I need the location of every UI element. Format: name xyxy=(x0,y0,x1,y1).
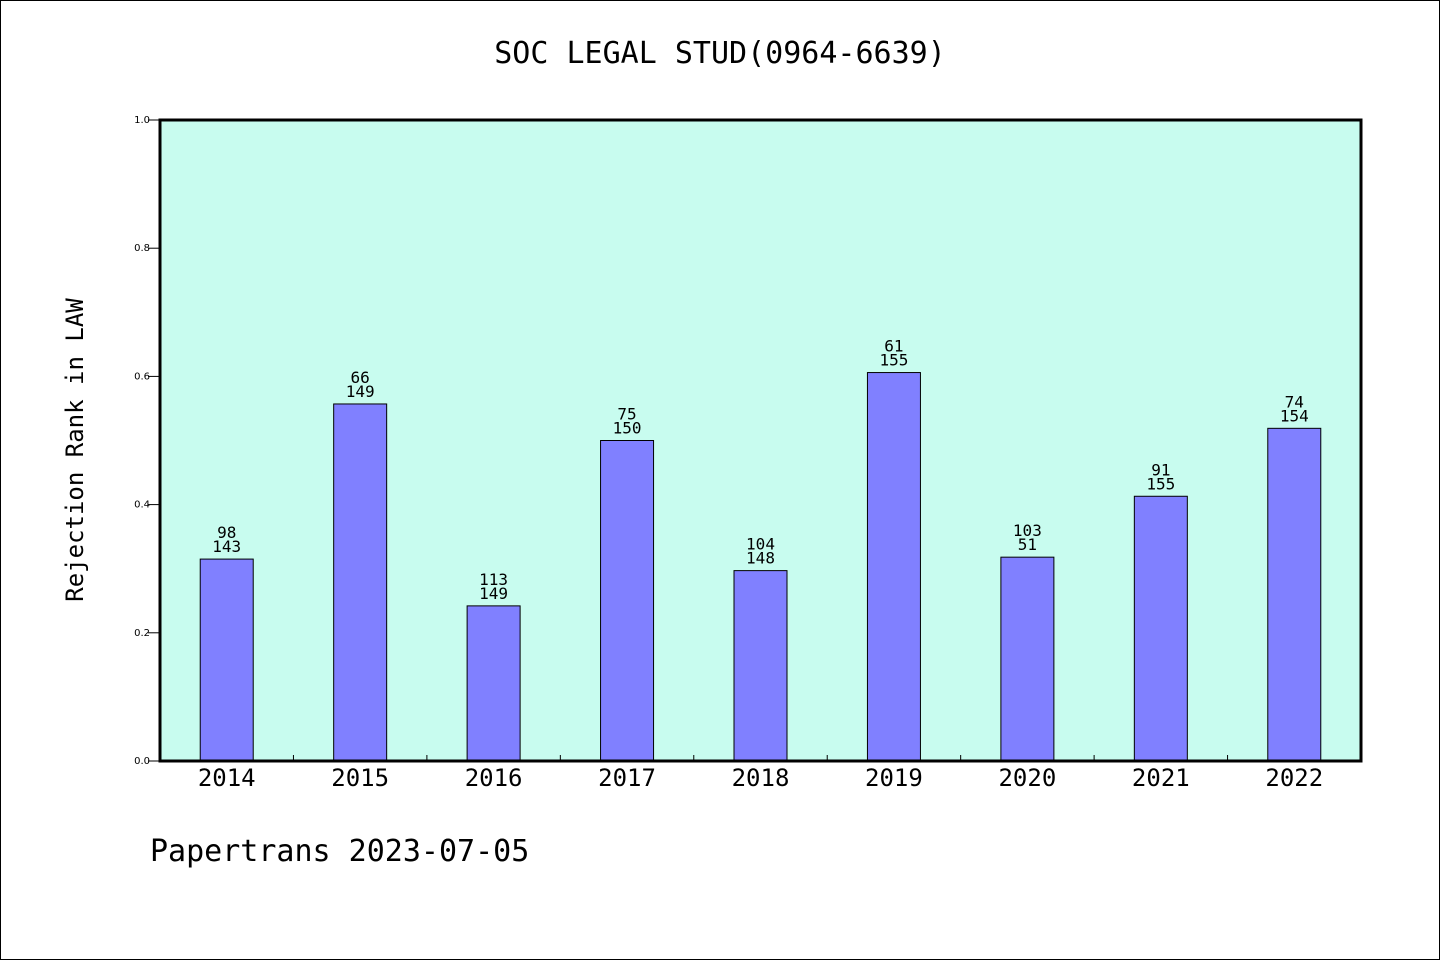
y-tick-label: 0.8 xyxy=(134,243,150,254)
bar-annotation-bottom: 150 xyxy=(613,419,642,438)
bar-annotation-top: 74 xyxy=(1285,392,1304,411)
plot-border xyxy=(158,118,1363,763)
bar-annotation-top: 103 xyxy=(1013,521,1042,540)
bar-2020 xyxy=(1000,556,1055,762)
bar-annotation-top: 113 xyxy=(479,570,508,589)
y-tick-label: 0.6 xyxy=(134,371,150,382)
bar-annotation-bottom: 149 xyxy=(479,584,508,603)
bars-layer: 9814366149113149751501041486115510351911… xyxy=(199,337,1322,762)
ticks-layer: 2014 2015 2016 2017 2018 2019 2020 2021 2022 0.0 0… xyxy=(134,115,1323,792)
bar-annotation-top: 104 xyxy=(746,535,775,554)
bar-2016 xyxy=(466,605,521,762)
x-tick-label: 2021 xyxy=(1132,764,1190,792)
x-tick-label: 2018 xyxy=(732,764,790,792)
bar-annotation-bottom: 51 xyxy=(1018,535,1037,554)
bar-2021 xyxy=(1133,495,1188,762)
y-tick-label: 0.4 xyxy=(134,500,150,511)
x-tick-label: 2016 xyxy=(465,764,523,792)
bar-annotation-top: 91 xyxy=(1151,460,1170,479)
bar-annotation-bottom: 143 xyxy=(212,537,241,556)
y-tick-label: 0.0 xyxy=(134,756,150,767)
x-tick-label: 2020 xyxy=(998,764,1056,792)
bar-2022 xyxy=(1267,427,1322,762)
bar-2019 xyxy=(866,372,921,762)
bar-2014 xyxy=(199,558,254,762)
bar-annotation-bottom: 155 xyxy=(1146,474,1175,493)
bar-2015 xyxy=(333,403,388,762)
bar-annotation-top: 98 xyxy=(217,523,236,542)
chart-title: SOC LEGAL STUD(0964-6639) xyxy=(494,36,946,71)
bar-annotation-top: 66 xyxy=(351,368,370,387)
y-tick-label: 0.2 xyxy=(134,628,150,639)
bar-2017 xyxy=(600,440,655,762)
x-tick-label: 2022 xyxy=(1265,764,1323,792)
x-tick-label: 2015 xyxy=(331,764,389,792)
x-tick-label: 2017 xyxy=(598,764,656,792)
bar-annotation-top: 61 xyxy=(884,337,903,356)
bar-annotation-top: 75 xyxy=(617,405,636,424)
bar-annotation-bottom: 148 xyxy=(746,549,775,568)
y-tick-label: 1.0 xyxy=(134,115,150,126)
bar-annotation-bottom: 155 xyxy=(879,351,908,370)
bar-annotation-bottom: 154 xyxy=(1280,406,1309,425)
x-tick-label: 2014 xyxy=(198,764,256,792)
bar-annotation-bottom: 149 xyxy=(346,382,375,401)
x-tick-label: 2019 xyxy=(865,764,923,792)
bar-2018 xyxy=(733,570,788,762)
footer-text: Papertrans 2023-07-05 xyxy=(150,834,530,869)
